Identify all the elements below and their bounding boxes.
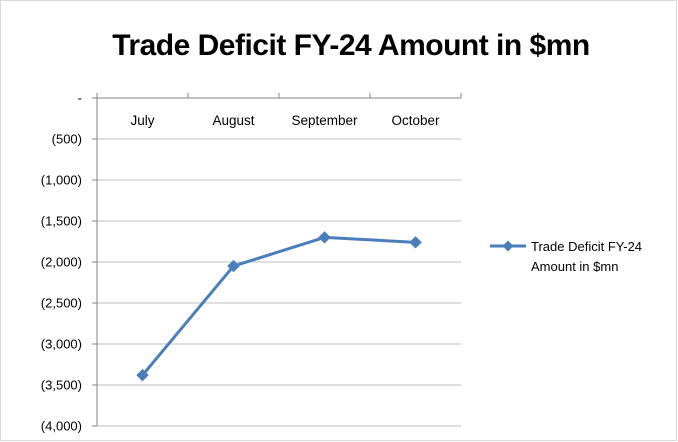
y-tick-label: (500) — [52, 132, 82, 147]
y-tick-label: (1,000) — [41, 173, 82, 188]
series-layer — [136, 231, 422, 382]
y-tick-label: (2,500) — [41, 296, 82, 311]
x-tick-label: July — [130, 113, 154, 128]
y-tick-label: (2,000) — [41, 255, 82, 270]
data-point — [136, 368, 149, 382]
data-point — [318, 231, 331, 244]
x-tick-label: October — [391, 113, 440, 128]
y-tick-label: (1,500) — [41, 214, 82, 229]
legend-marker — [502, 240, 514, 252]
gridlines — [97, 138, 461, 427]
x-tick-label: August — [212, 113, 254, 128]
legend: Trade Deficit FY-24 Amount in $mn — [490, 239, 642, 274]
y-tick-label: (4,000) — [41, 419, 82, 434]
y-tick-label: (3,000) — [41, 337, 82, 352]
axes: - (500) (1,000) (1,500) (2,000) (2,500) (3,000… — [41, 91, 462, 434]
series-line — [141, 235, 416, 377]
y-tick-label: - — [78, 91, 82, 106]
legend-label: Trade Deficit FY-24 Amount in $mn — [531, 239, 642, 274]
chart-title: Trade Deficit FY-24 Amount in $mn — [112, 29, 590, 62]
y-tick-label: (3,500) — [41, 378, 82, 393]
data-point — [409, 236, 422, 249]
x-tick-label: September — [291, 113, 358, 128]
data-point — [227, 259, 240, 273]
